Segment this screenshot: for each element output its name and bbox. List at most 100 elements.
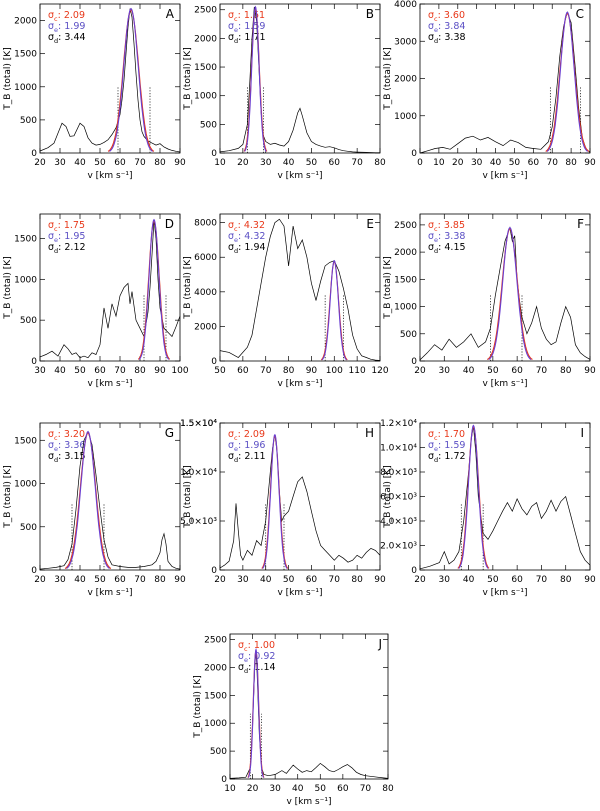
panel-letter: I — [580, 426, 584, 440]
y-tick-label: 0 — [411, 566, 417, 576]
x-axis-label: v [km s⁻¹] — [482, 171, 527, 181]
sigma-c-label: σc: 4.32 — [228, 220, 265, 233]
gaussian-fit-e — [138, 218, 170, 360]
gaussian-fit-e — [321, 259, 347, 361]
y-tick-label: 1000 — [394, 303, 417, 313]
y-tick-label: 1000 — [194, 92, 217, 102]
sigma-c-label: σc: 1.61 — [228, 10, 265, 23]
y-tick-label: 1.5×10⁴ — [180, 419, 217, 429]
x-tick-label: 50 — [306, 158, 318, 168]
sigma-c-label: σc: 3.85 — [428, 220, 465, 233]
x-axis-label: v [km s⁻¹] — [482, 588, 527, 598]
sigma-d-label: σd: 1.14 — [238, 662, 276, 675]
y-tick-label: 1000 — [14, 275, 37, 285]
panel-c: 0 10 20 30 40 50 60 70 80 90 0 1000 2000 3000 4000 v [k… — [383, 0, 596, 181]
y-tick-label: 1500 — [204, 691, 227, 701]
x-tick-label: 90 — [174, 575, 186, 585]
sigma-c-label: σc: 3.60 — [428, 10, 465, 23]
y-tick-label: 1000 — [14, 83, 37, 93]
y-tick-label: 8.0×10³ — [380, 468, 417, 478]
y-axis-label: T_B (total) [K] — [383, 47, 393, 110]
x-axis-label: v [km s⁻¹] — [277, 588, 322, 598]
x-tick-label: 30 — [237, 575, 249, 585]
x-tick-label: 30 — [439, 575, 451, 585]
x-tick-label: 20 — [34, 575, 46, 585]
x-tick-label: 50 — [487, 366, 499, 376]
x-tick-label: 80 — [154, 158, 166, 168]
y-tick-label: 1.0×10⁴ — [380, 444, 417, 454]
y-tick-label: 0 — [411, 357, 417, 367]
sigma-c-label: σc: 2.09 — [228, 429, 265, 442]
x-tick-label: 50 — [94, 575, 106, 585]
x-tick-label: 50 — [74, 366, 86, 376]
y-tick-label: 1.5×10⁴ — [180, 419, 217, 429]
x-tick-label: 70 — [546, 158, 558, 168]
x-tick-label: 90 — [374, 575, 386, 585]
panel-letter: J — [377, 637, 382, 651]
y-axis-label: T_B (total) [K] — [3, 465, 13, 528]
y-tick-label: 500 — [20, 523, 37, 533]
y-tick-label: 2000 — [194, 34, 217, 44]
y-tick-label: 3000 — [394, 37, 417, 47]
y-axis-label: T_B (total) [K] — [3, 256, 13, 319]
x-tick-label: 90 — [174, 158, 186, 168]
x-tick-label: 30 — [54, 158, 66, 168]
x-tick-label: 40 — [74, 575, 86, 585]
x-tick-label: 70 — [536, 366, 548, 376]
sigma-d-label: σd: 4.15 — [428, 242, 466, 255]
x-tick-label: 10 — [224, 784, 236, 794]
x-tick-label: 20 — [214, 575, 226, 585]
x-tick-label: 30 — [260, 158, 272, 168]
x-tick-label: 60 — [511, 366, 523, 376]
gaussian-fit-e — [546, 11, 588, 152]
x-axis-label: v [km s⁻¹] — [87, 171, 132, 181]
y-tick-label: 2000 — [394, 248, 417, 258]
gaussian-fit-c — [545, 12, 590, 152]
spectrum-line — [39, 430, 181, 570]
plot-frame — [39, 213, 181, 362]
x-tick-label: 70 — [360, 784, 372, 794]
sigma-c-label: σc: 1.70 — [428, 429, 465, 442]
y-tick-label: 1000 — [394, 112, 417, 122]
sigma-d-label: σd: 3.38 — [428, 32, 466, 45]
x-axis-label: v [km s⁻¹] — [482, 379, 527, 389]
y-tick-label: 8000 — [194, 219, 217, 229]
x-tick-label: 120 — [371, 366, 388, 376]
y-tick-label: 6000 — [194, 253, 217, 263]
sigma-d-label: σd: 2.12 — [48, 242, 86, 255]
sigma-c-label: σc: 2.09 — [48, 10, 85, 23]
panel-letter: E — [366, 217, 374, 231]
panel-g: 20 30 40 50 60 70 80 90 0 500 1000 1500 v [km s⁻¹] T_… — [3, 422, 186, 598]
x-tick-label: 80 — [382, 784, 394, 794]
spectrum-line — [419, 226, 591, 361]
x-tick-label: 40 — [463, 575, 475, 585]
y-axis-label: T_B (total) [K] — [193, 675, 203, 738]
x-axis-label: v [km s⁻¹] — [277, 171, 322, 181]
x-tick-label: 10 — [214, 158, 226, 168]
y-axis-label: T_B (total) [K] — [183, 47, 193, 110]
y-tick-label: 1500 — [14, 235, 37, 245]
x-tick-label: 20 — [452, 158, 464, 168]
panel-j: 10 20 30 40 50 60 70 80 0 500 1000 1500 2000 2500 v [k… — [193, 633, 394, 807]
y-axis-label: T_B (total) [K] — [183, 465, 193, 528]
sigma-c-label: σc: 3.20 — [48, 429, 85, 442]
sigma-d-label: σd: 3.15 — [48, 451, 86, 464]
x-tick-label: 50 — [283, 575, 295, 585]
gaussian-fit-e — [109, 7, 153, 152]
y-tick-label: 4000 — [394, 0, 417, 10]
sigma-e-label: σe: 1.59 — [428, 440, 465, 453]
sigma-e-label: σe: 0.92 — [238, 651, 275, 664]
panel-letter: D — [165, 217, 174, 231]
gaussian-fit-c — [261, 435, 289, 569]
sigma-e-label: σe: 1.95 — [48, 231, 85, 244]
y-tick-label: 1.2×10⁴ — [380, 419, 417, 429]
y-tick-label: 4000 — [194, 288, 217, 298]
x-tick-label: 80 — [154, 575, 166, 585]
plot-frame — [219, 422, 381, 571]
spectrum-line — [219, 6, 380, 154]
y-tick-label: 2500 — [204, 636, 227, 646]
panel-letter: F — [577, 217, 584, 231]
x-tick-label: 50 — [214, 366, 226, 376]
y-axis-label: T_B (total) [K] — [183, 256, 193, 319]
